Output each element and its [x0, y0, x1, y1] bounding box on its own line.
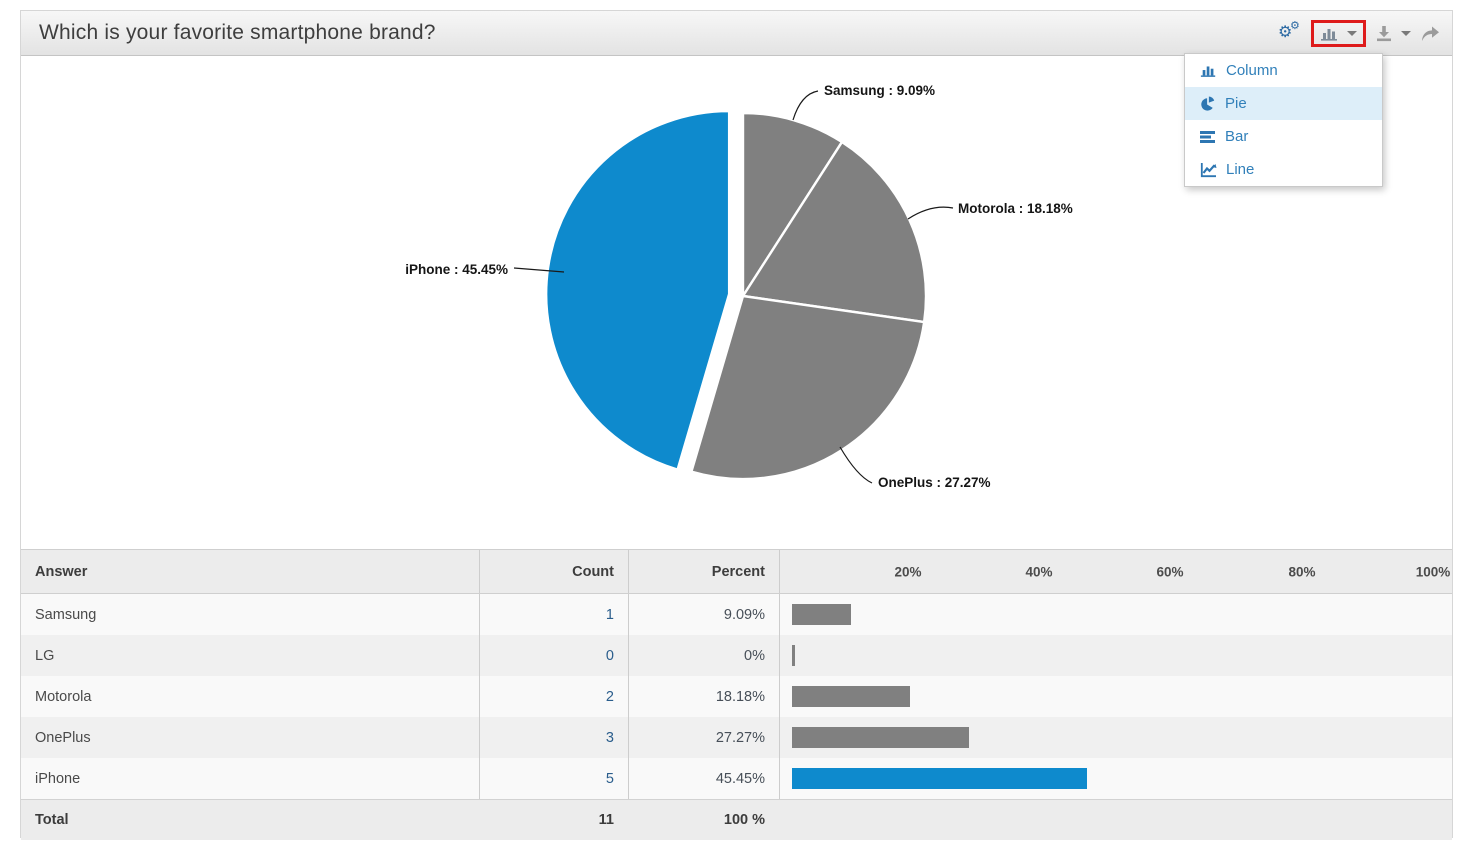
total-row: Total 11 100 %: [21, 799, 1452, 840]
pie-label-motorola: Motorola : 18.18%: [958, 201, 1073, 216]
percent-value: 18.18%: [628, 676, 779, 717]
answer-label: iPhone: [35, 770, 81, 787]
pie-leader-line: [907, 206, 954, 220]
menu-item-label: Line: [1226, 161, 1255, 178]
pie-chart: Samsung : 9.09% Motorola : 18.18% OnePlu…: [405, 83, 1073, 490]
question-title: Which is your favorite smartphone brand?: [39, 21, 436, 44]
answer-label: OnePlus: [35, 729, 91, 746]
count-value: 2: [479, 676, 628, 717]
panel-header: Which is your favorite smartphone brand?…: [21, 11, 1452, 56]
count-value: 1: [479, 594, 628, 635]
download-button[interactable]: [1375, 25, 1411, 42]
menu-item-label: Pie: [1225, 95, 1247, 112]
table-row: OnePlus 3 27.27%: [21, 717, 1452, 758]
percent-bar: [792, 645, 795, 666]
question-panel: Which is your favorite smartphone brand?…: [20, 10, 1453, 840]
pie-slice-iphone[interactable]: [544, 109, 731, 472]
pie-leader-line: [839, 446, 873, 484]
pie-label-samsung: Samsung : 9.09%: [824, 83, 935, 98]
pie-chart-icon: [1201, 96, 1215, 111]
col-count: Count: [479, 550, 628, 593]
bar-chart-icon: [1200, 130, 1215, 143]
share-button[interactable]: [1420, 25, 1440, 42]
table-row: LG 0 0%: [21, 635, 1452, 676]
settings-button[interactable]: ⚙ ⚙: [1278, 21, 1302, 45]
column-chart-icon: [1200, 66, 1216, 77]
column-chart-icon: [1321, 28, 1337, 41]
axis-tick: 100%: [1415, 564, 1451, 579]
percent-bar: [792, 686, 911, 707]
gears-icon: ⚙ ⚙: [1278, 20, 1300, 41]
percent-value: 27.27%: [628, 717, 779, 758]
share-arrow-icon: [1422, 26, 1439, 41]
line-chart-icon: [1200, 162, 1217, 177]
count-value: 3: [479, 717, 628, 758]
results-table: Answer Count Percent 20% 40% 60% 80% 100…: [21, 549, 1452, 840]
col-answer: Answer: [35, 563, 88, 580]
menu-item-bar[interactable]: Bar: [1185, 120, 1382, 153]
percent-axis: 20% 40% 60% 80% 100%: [779, 550, 1452, 593]
pie-slice-oneplus[interactable]: [689, 294, 926, 481]
count-value: 0: [479, 635, 628, 676]
highlight-box: [1311, 19, 1366, 47]
count-value: 5: [479, 758, 628, 799]
pie-leader-line: [792, 90, 819, 121]
total-count: 11: [598, 812, 614, 828]
menu-item-label: Column: [1226, 62, 1278, 79]
pie-slice-motorola[interactable]: [740, 140, 928, 324]
pie-label-iphone: iPhone : 45.45%: [405, 262, 508, 277]
answer-label: LG: [35, 647, 55, 664]
answer-label: Motorola: [35, 688, 92, 705]
table-row: iPhone 5 45.45%: [21, 758, 1452, 799]
caret-down-icon: [1401, 30, 1411, 36]
table-header-row: Answer Count Percent 20% 40% 60% 80% 100…: [21, 550, 1452, 594]
header-toolbar: ⚙ ⚙: [1278, 19, 1452, 47]
menu-item-line[interactable]: Line: [1185, 153, 1382, 186]
menu-item-column[interactable]: Column: [1185, 54, 1382, 87]
percent-value: 45.45%: [628, 758, 779, 799]
percent-bar: [792, 604, 852, 625]
caret-down-icon: [1347, 30, 1357, 36]
total-percent: 100 %: [723, 812, 765, 828]
percent-value: 9.09%: [628, 594, 779, 635]
percent-value: 0%: [628, 635, 779, 676]
col-percent: Percent: [628, 550, 779, 593]
axis-tick: 80%: [1288, 564, 1316, 579]
percent-bar: [792, 768, 1088, 789]
axis-tick: 40%: [1025, 564, 1053, 579]
percent-bar: [792, 727, 970, 748]
menu-item-label: Bar: [1225, 128, 1249, 145]
chart-type-menu: Column Pie Bar: [1184, 53, 1383, 187]
pie-leader-line: [513, 267, 565, 273]
answer-label: Samsung: [35, 606, 97, 623]
total-label: Total: [35, 812, 69, 828]
pie-label-oneplus: OnePlus : 27.27%: [878, 475, 991, 490]
table-row: Samsung 1 9.09%: [21, 594, 1452, 635]
axis-tick: 20%: [894, 564, 922, 579]
axis-tick: 60%: [1156, 564, 1184, 579]
chart-type-button[interactable]: [1320, 26, 1357, 41]
pie-slice-samsung[interactable]: [741, 111, 844, 301]
table-row: Motorola 2 18.18%: [21, 676, 1452, 717]
download-icon: [1377, 25, 1391, 41]
menu-item-pie[interactable]: Pie: [1185, 87, 1382, 120]
